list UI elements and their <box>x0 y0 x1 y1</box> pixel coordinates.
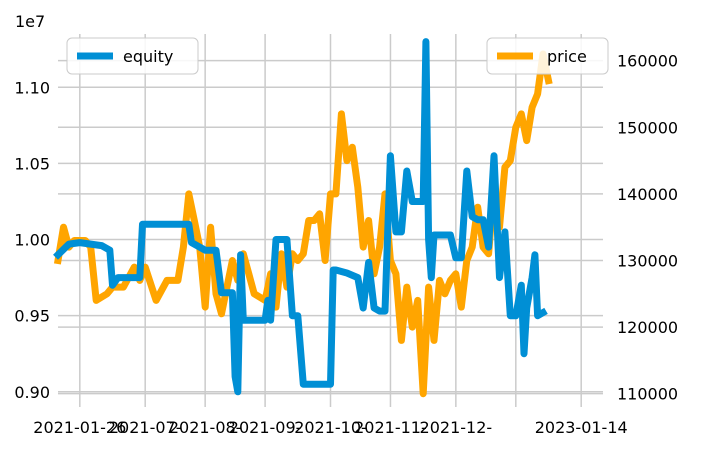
x-tick-label: 2021-12- <box>420 418 493 437</box>
y-left-tick-label: 0.90 <box>14 383 50 402</box>
x-tick-label: 2021-11- <box>354 418 427 437</box>
x-tick-label: 2021-09- <box>229 418 302 437</box>
y-right-tick-label: 110000 <box>617 385 678 404</box>
legend-equity-label: equity <box>123 47 173 66</box>
x-tick-label: 2021-07- <box>109 418 182 437</box>
legend-price: price <box>486 37 609 75</box>
y-right-tick-label: 160000 <box>617 52 678 71</box>
y-left-tick-label: 1.05 <box>14 154 50 173</box>
y-right-tick-label: 130000 <box>617 251 678 270</box>
x-tick-label: 2021-10- <box>294 418 367 437</box>
y-left-tick-label: 1.00 <box>14 231 50 250</box>
y-right-tick-label: 140000 <box>617 185 678 204</box>
y-right-tick-label: 150000 <box>617 118 678 137</box>
legend-equity: equity <box>66 37 199 75</box>
y-scale-factor-label: 1e7 <box>15 12 45 31</box>
price-series-line <box>53 50 553 398</box>
legend-price-box <box>486 37 609 75</box>
series-layer <box>53 38 553 398</box>
y-right-tick-label: 120000 <box>617 318 678 337</box>
equity-series-line <box>53 38 548 396</box>
legend-price-label: price <box>547 47 587 66</box>
y-left-tick-label: 1.10 <box>14 78 50 97</box>
axes-layer: 0.90 0.95 1.00 1.05 1.10 110000 120000 130000 14… <box>14 37 678 437</box>
y-left-tick-label: 0.95 <box>14 307 50 326</box>
legend-equity-box <box>66 37 199 75</box>
x-tick-label: 2021-01-26 <box>33 418 126 437</box>
x-tick-label: 2021-08- <box>169 418 242 437</box>
x-tick-label: 2023-01-14 <box>535 418 628 437</box>
